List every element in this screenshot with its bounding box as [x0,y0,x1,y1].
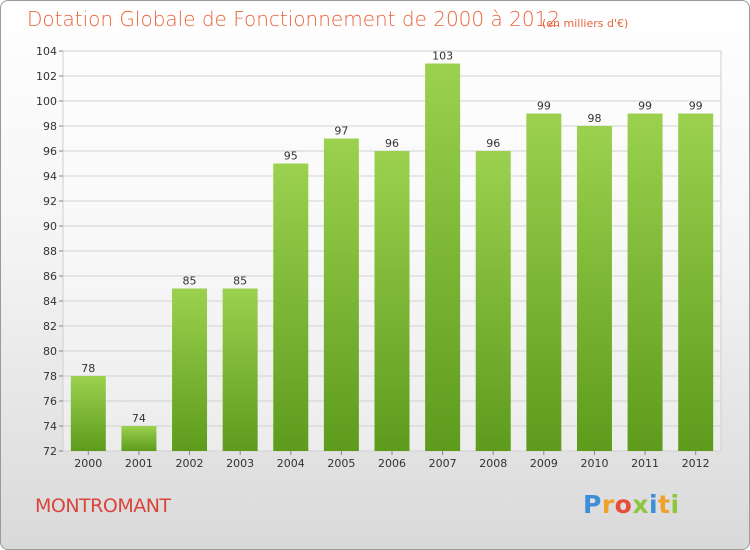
bar-2003 [222,288,258,451]
x-tick-label-2002: 2002 [176,457,204,470]
y-tick-label: 72 [43,445,57,458]
y-tick-label: 76 [43,395,57,408]
value-label-2005: 97 [334,125,348,138]
x-tick-label-2010: 2010 [580,457,608,470]
y-tick-label: 80 [43,345,57,358]
x-tick-label-2001: 2001 [125,457,153,470]
x-tick-label-2005: 2005 [327,457,355,470]
y-tick-label: 98 [43,120,57,133]
y-tick-label: 102 [36,70,57,83]
value-label-2010: 98 [587,112,601,125]
bar-2012 [678,113,714,451]
y-tick-label: 94 [43,170,57,183]
y-tick-label: 88 [43,245,57,258]
x-tick-label-2006: 2006 [378,457,406,470]
y-tick-label: 92 [43,195,57,208]
y-tick-label: 104 [36,45,57,58]
y-tick-label: 96 [43,145,57,158]
chart-title: Dotation Globale de Fonctionnement de 20… [27,7,560,31]
bar-2009 [526,113,562,451]
x-tick-label-2011: 2011 [631,457,659,470]
value-label-2012: 99 [689,100,703,113]
value-label-2009: 99 [537,100,551,113]
commune-name: MONTROMANT [35,495,171,517]
y-tick-label: 86 [43,270,57,283]
y-tick-label: 84 [43,295,57,308]
bar-2002 [172,288,208,451]
proxiti-logo: Proxiti [583,490,680,519]
x-tick-label-2009: 2009 [530,457,558,470]
bar-2006 [374,151,410,451]
chart-subtitle: (en milliers d'€) [542,17,629,30]
bar-2000 [70,376,106,451]
value-label-2008: 96 [486,137,500,150]
x-tick-label-2012: 2012 [682,457,710,470]
bar-2011 [627,113,663,451]
bar-2008 [475,151,511,451]
value-label-2003: 85 [233,275,247,288]
bar-2005 [323,138,359,451]
value-label-2007: 103 [432,50,453,63]
bar-2007 [425,63,461,451]
bar-2004 [273,163,309,451]
bar-2001 [121,426,157,451]
x-tick-label-2008: 2008 [479,457,507,470]
value-label-2001: 74 [132,412,146,425]
y-tick-label: 90 [43,220,57,233]
x-tick-label-2007: 2007 [429,457,457,470]
y-tick-label: 78 [43,370,57,383]
y-tick-label: 74 [43,420,57,433]
value-label-2002: 85 [183,275,197,288]
value-label-2000: 78 [81,362,95,375]
value-label-2011: 99 [638,100,652,113]
x-tick-label-2000: 2000 [74,457,102,470]
value-label-2006: 96 [385,137,399,150]
bar-2010 [576,126,612,451]
x-tick-label-2003: 2003 [226,457,254,470]
x-tick-label-2004: 2004 [277,457,305,470]
y-tick-label: 82 [43,320,57,333]
value-label-2004: 95 [284,150,298,163]
y-tick-label: 100 [36,95,57,108]
